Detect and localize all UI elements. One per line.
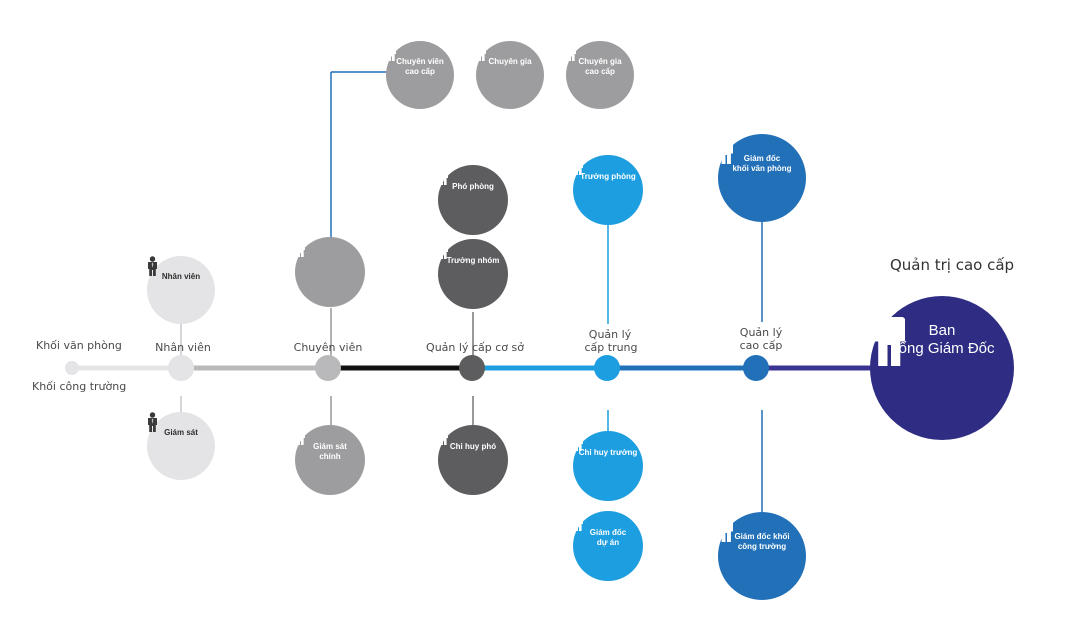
node-deputy-head: Phó phòng	[438, 165, 508, 235]
dot-middle-manager	[594, 355, 620, 381]
node-office-director: Giám đốc khối văn phòng	[718, 134, 806, 222]
label-level-specialist: Chuyên viên	[293, 341, 363, 354]
node-specialist	[295, 237, 365, 307]
node-deputy-commander: Chỉ huy phó	[438, 425, 508, 495]
label-level-staff: Nhân viên	[155, 341, 211, 354]
node-staff: Nhân viên	[147, 256, 215, 324]
node-project-director: Giám đốc dự án	[573, 511, 643, 581]
dot-base-manager	[459, 355, 485, 381]
label-top-management: Quản trị cao cấp	[889, 256, 1015, 274]
dot-staff	[168, 355, 194, 381]
label-office-block: Khối văn phòng	[36, 339, 122, 352]
node-senior-specialist-office: Chuyên viên cao cấp	[386, 41, 454, 109]
node-senior-expert: Chuyên gia cao cấp	[566, 41, 634, 109]
label-level-middle-manager-1: Quản lý	[588, 328, 632, 341]
node-site-commander: Chỉ huy trưởng	[573, 431, 643, 501]
dot-specialist	[315, 355, 341, 381]
label-level-middle-manager-2: cấp trung	[584, 341, 638, 354]
label-site-block: Khối công trường	[32, 380, 127, 393]
node-board-of-directors: Ban Tổng Giám Đốc	[870, 296, 1014, 440]
node-team-leader: Trưởng nhóm	[438, 239, 508, 309]
node-head-of-department: Trưởng phòng	[573, 155, 643, 225]
node-site-director: Giám đốc khối công trường	[718, 512, 806, 600]
label-level-base-manager: Quản lý cấp cơ sở	[426, 341, 524, 354]
label-level-senior-manager-2: cao cấp	[739, 339, 783, 352]
dot-senior-manager	[743, 355, 769, 381]
label-level-senior-manager-1: Quản lý	[739, 326, 783, 339]
dot-office-start	[65, 361, 79, 375]
node-supervisor: Giám sát	[147, 412, 215, 480]
node-expert: Chuyên gia	[476, 41, 544, 109]
node-chief-supervisor: Giám sát chính	[295, 425, 365, 495]
